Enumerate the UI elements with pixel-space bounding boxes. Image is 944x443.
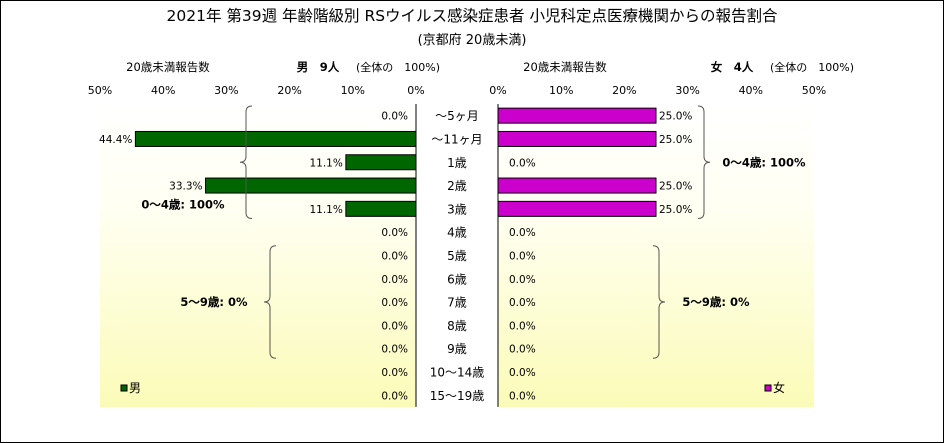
- female-bar: [497, 130, 657, 147]
- female-x-tick-label: 10%: [549, 84, 573, 97]
- female-bar: [497, 107, 657, 124]
- chart-subtitle: (京都府 20歳未満): [418, 33, 527, 48]
- male-value-label: 0.0%: [381, 250, 408, 262]
- female-group-label: 0～4歳: 100%: [722, 155, 806, 169]
- male-group-label: 0～4歳: 100%: [141, 197, 225, 211]
- female-value-label: 25.0%: [659, 134, 692, 146]
- female-value-label: 0.0%: [509, 390, 536, 402]
- male-x-tick-label: 20%: [277, 84, 301, 97]
- female-legend-label: 女: [773, 380, 785, 395]
- female-header-label: 20歳未満報告数: [523, 60, 607, 74]
- male-group-label: 5～9歳: 0%: [180, 295, 248, 309]
- male-value-label: 44.4%: [99, 134, 132, 146]
- female-x-tick-label: 30%: [675, 84, 699, 97]
- age-category-label: 10～14歳: [430, 365, 485, 379]
- male-header-label: 20歳未満報告数: [126, 60, 210, 74]
- female-x-tick-label: 40%: [739, 84, 763, 97]
- age-category-label: 15～19歳: [430, 389, 485, 403]
- female-value-label: 0.0%: [509, 274, 536, 286]
- age-category-label: 3歳: [447, 202, 467, 216]
- age-category-label: ～11ヶ月: [431, 132, 482, 146]
- female-group-label: 5～9歳: 0%: [682, 295, 750, 309]
- male-x-tick-label: 10%: [341, 84, 365, 97]
- age-category-label: ～5ヶ月: [435, 109, 479, 123]
- male-legend-swatch: [120, 384, 128, 392]
- male-value-label: 0.0%: [381, 227, 408, 239]
- age-category-label: 4歳: [447, 226, 467, 240]
- age-category-label: 1歳: [447, 156, 467, 170]
- male-value-label: 33.3%: [169, 181, 202, 193]
- male-value-label: 0.0%: [381, 320, 408, 332]
- age-category-label: 6歳: [447, 272, 467, 286]
- male-header-note: (全体の 100%): [356, 60, 440, 74]
- female-plot-area: [498, 104, 814, 407]
- male-group-brace: [239, 105, 253, 219]
- female-value-label: 25.0%: [659, 181, 692, 193]
- male-bar: [134, 130, 417, 147]
- male-value-label: 0.0%: [381, 297, 408, 309]
- male-value-label: 11.1%: [309, 157, 342, 169]
- male-value-label: 0.0%: [381, 274, 408, 286]
- male-value-label: 0.0%: [381, 344, 408, 356]
- female-header-value: 女 4人: [711, 60, 754, 74]
- female-group-brace: [652, 245, 666, 359]
- female-bar: [497, 177, 657, 194]
- female-x-tick-label: 0%: [489, 84, 506, 97]
- male-bar: [345, 154, 417, 171]
- female-x-tick-label: 20%: [612, 84, 636, 97]
- female-header-note: (全体の 100%): [770, 60, 854, 74]
- female-value-label: 0.0%: [509, 367, 536, 379]
- female-value-label: 0.0%: [509, 344, 536, 356]
- female-value-label: 0.0%: [509, 250, 536, 262]
- male-group-brace: [263, 245, 277, 359]
- male-value-label: 11.1%: [309, 204, 342, 216]
- age-category-label: 7歳: [447, 296, 467, 310]
- female-value-label: 25.0%: [659, 111, 692, 123]
- female-value-label: 0.0%: [509, 320, 536, 332]
- male-header-value: 男 9人: [297, 60, 340, 74]
- male-x-tick-label: 50%: [88, 84, 112, 97]
- female-value-label: 25.0%: [659, 204, 692, 216]
- age-category-label: 8歳: [447, 319, 467, 333]
- male-value-label: 0.0%: [381, 111, 408, 123]
- female-value-label: 0.0%: [509, 227, 536, 239]
- male-value-label: 0.0%: [381, 367, 408, 379]
- female-bar: [497, 200, 657, 217]
- male-bar: [345, 200, 417, 217]
- male-bar: [205, 177, 417, 194]
- female-value-label: 0.0%: [509, 297, 536, 309]
- female-group-brace: [697, 105, 711, 219]
- female-legend-swatch: [764, 384, 772, 392]
- female-value-label: 0.0%: [509, 157, 536, 169]
- age-category-label: 2歳: [447, 179, 467, 193]
- male-legend-label: 男: [129, 381, 141, 395]
- male-x-tick-label: 30%: [214, 84, 238, 97]
- chart-title: 2021年 第39週 年齢階級別 RSウイルス感染症患者 小児科定点医療機関から…: [167, 7, 778, 25]
- male-value-label: 0.0%: [381, 390, 408, 402]
- male-plot-area: [100, 104, 416, 407]
- age-category-label: 9歳: [447, 342, 467, 356]
- male-x-tick-label: 40%: [151, 84, 175, 97]
- male-x-tick-label: 0%: [407, 84, 424, 97]
- age-category-label: 5歳: [447, 249, 467, 263]
- female-x-tick-label: 50%: [802, 84, 826, 97]
